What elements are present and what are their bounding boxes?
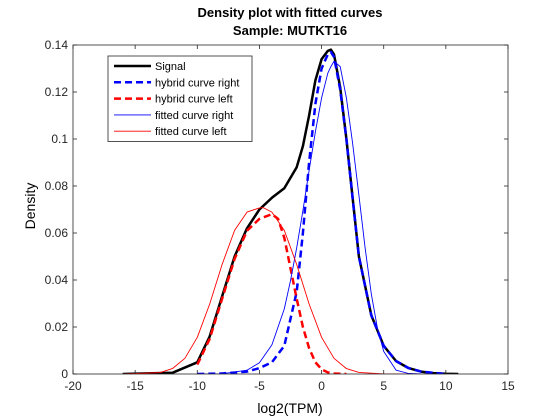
y-tick-label: 0	[61, 367, 68, 381]
y-tick-label: 0.1	[51, 132, 68, 146]
x-tick-label: -15	[126, 379, 144, 393]
x-tick-label: -20	[64, 379, 82, 393]
series-line-fitted-curve-right	[197, 60, 422, 374]
y-axis-label: Density	[22, 183, 38, 230]
legend-label: fitted curve left	[155, 126, 227, 138]
legend-label: fitted curve right	[155, 110, 233, 122]
legend: Signal hybrid curve right hybrid curve lef…	[107, 55, 253, 142]
series-line-fitted-curve-left	[122, 207, 409, 374]
legend-label: Signal	[155, 61, 186, 73]
x-tick-label: 15	[501, 379, 515, 393]
x-tick-label: -5	[254, 379, 265, 393]
series-line-hybrid-curve-left	[196, 212, 347, 374]
chart-subtitle: Sample: MUTKT16	[233, 23, 347, 38]
x-tick-label: 0	[318, 379, 325, 393]
legend-label: hybrid curve left	[155, 94, 233, 106]
y-tick-label: 0.14	[45, 38, 69, 52]
chart-title: Density plot with fitted curves	[198, 5, 383, 20]
x-tick-label: 5	[380, 379, 387, 393]
y-tick-label: 0.08	[45, 179, 69, 193]
x-tick-label: 10	[439, 379, 453, 393]
axes-box	[72, 44, 509, 375]
x-tick-label: -10	[189, 379, 207, 393]
y-tick-label: 0.04	[45, 273, 69, 287]
series-line-hybrid-curve-right	[197, 50, 447, 374]
y-tick-label: 0.06	[45, 226, 69, 240]
legend-label: hybrid curve right	[155, 77, 239, 89]
series-group	[122, 48, 459, 374]
x-axis-label: log2(TPM)	[257, 400, 322, 416]
y-tick-label: 0.02	[45, 320, 69, 334]
y-tick-label: 0.12	[45, 85, 69, 99]
